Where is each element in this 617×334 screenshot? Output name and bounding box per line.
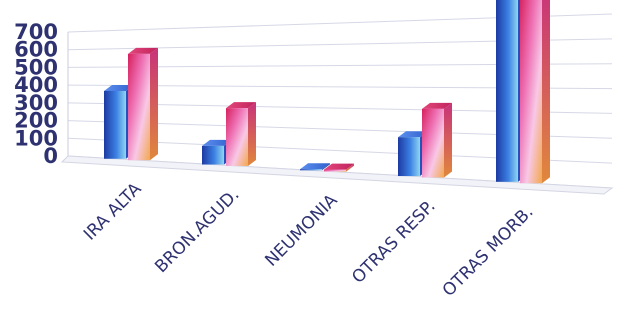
y-tick-label: 700 — [14, 20, 58, 44]
x-tick-label: IRA ALTA — [80, 179, 146, 245]
y-tick-label: 300 — [14, 91, 58, 115]
x-axis-labels: IRA ALTA BRON.AGUD. NEUMONIA OTRAS RESP. OTR… — [80, 179, 537, 301]
y-tick-label: 0 — [43, 144, 58, 168]
bar-2-2 — [226, 102, 256, 166]
bar-1-3 — [300, 163, 330, 171]
y-tick-label: 400 — [14, 73, 58, 97]
plot-bars — [104, 0, 550, 184]
y-tick-label: 500 — [14, 55, 58, 79]
x-tick-label: OTRAS RESP. — [348, 196, 439, 287]
bar-2-3 — [324, 163, 354, 172]
bar-2-4 — [422, 102, 452, 178]
bar-2-5 — [520, 0, 550, 184]
y-tick-label: 100 — [14, 126, 58, 150]
x-tick-label: NEUMONIA — [261, 190, 341, 270]
y-tick-label: 600 — [14, 38, 58, 62]
x-tick-label: OTRAS MORB. — [439, 202, 538, 301]
y-tick-label: 200 — [14, 109, 58, 133]
x-tick-label: BRON.AGUD. — [151, 185, 243, 277]
bar-2-1 — [128, 47, 158, 161]
